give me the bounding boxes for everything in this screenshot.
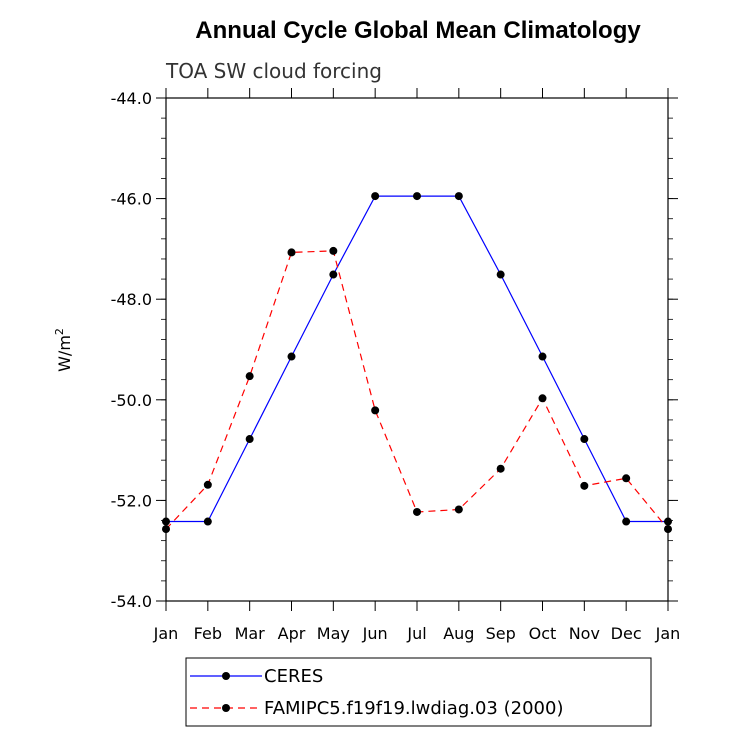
- x-tick-label: May: [317, 624, 350, 643]
- plot-frame: [165, 97, 669, 602]
- chart-title: Annual Cycle Global Mean Climatology: [195, 17, 641, 44]
- y-ticks: -44.0 -46.0 -48.0 -50.0 -52.0 -54.0: [111, 89, 678, 611]
- series-point-0: [371, 192, 380, 201]
- series-point-0: [287, 352, 296, 361]
- series-layer: [162, 192, 672, 534]
- series-point-0: [622, 517, 631, 526]
- y-tick-label: -54.0: [111, 592, 152, 611]
- y-axis-label: W/m2: [53, 328, 74, 372]
- y-tick-label: -52.0: [111, 491, 152, 510]
- y-axis-label-superscript: 2: [53, 328, 66, 335]
- series-point-1: [538, 394, 547, 403]
- series-point-0: [245, 435, 254, 444]
- x-tick-label: Jul: [406, 624, 426, 643]
- series-point-0: [496, 270, 505, 279]
- series-point-0: [203, 517, 212, 526]
- x-tick-label: Jan: [153, 624, 179, 643]
- legend-box: [185, 657, 652, 727]
- legend: CERES FAMIPC5.f19f19.lwdiag.03 (2000): [185, 657, 652, 727]
- series-point-1: [580, 481, 589, 490]
- series-point-0: [538, 352, 547, 361]
- x-tick-label: Jan: [655, 624, 681, 643]
- y-axis-label-text: W/m: [55, 335, 74, 372]
- series-point-0: [580, 435, 589, 444]
- x-tick-label: Mar: [235, 624, 266, 643]
- y-tick-label: -44.0: [111, 89, 152, 108]
- series-point-1: [329, 246, 338, 255]
- y-tick-label: -48.0: [111, 290, 152, 309]
- series-point-0: [454, 192, 463, 201]
- legend-label-model: FAMIPC5.f19f19.lwdiag.03 (2000): [264, 698, 563, 719]
- series-point-0: [413, 192, 421, 201]
- series-point-1: [245, 372, 254, 381]
- series-point-0: [329, 270, 338, 279]
- legend-marker-model: [222, 704, 230, 712]
- series-point-1: [622, 474, 631, 483]
- legend-marker-ceres: [222, 672, 230, 680]
- series-point-1: [203, 480, 212, 489]
- y-tick-label: -50.0: [111, 391, 152, 410]
- x-tick-label: Jun: [362, 624, 388, 643]
- chart-subtitle: TOA SW cloud forcing: [165, 59, 382, 83]
- series-point-1: [162, 525, 170, 534]
- legend-label-ceres: CERES: [264, 666, 323, 687]
- series-point-1: [454, 505, 463, 514]
- series-point-1: [496, 464, 505, 473]
- series-line-1: [165, 250, 669, 530]
- x-ticks: Jan Feb Mar Apr May Jun Jul Aug Sep Oct Nov Dec Jan: [153, 88, 681, 643]
- series-point-1: [664, 525, 672, 534]
- x-tick-label: Feb: [194, 624, 222, 643]
- series-point-1: [413, 507, 421, 516]
- x-tick-label: Aug: [443, 624, 474, 643]
- x-tick-label: Nov: [569, 624, 600, 643]
- series-line-0: [166, 195, 668, 523]
- x-tick-label: Apr: [278, 624, 306, 643]
- x-tick-label: Dec: [611, 624, 642, 643]
- series-point-1: [287, 248, 296, 257]
- x-tick-label: Oct: [529, 624, 557, 643]
- y-tick-label: -46.0: [111, 190, 152, 209]
- series-point-1: [371, 406, 380, 415]
- x-tick-label: Sep: [486, 624, 516, 643]
- series-point-0: [162, 517, 170, 526]
- series-point-0: [664, 517, 672, 526]
